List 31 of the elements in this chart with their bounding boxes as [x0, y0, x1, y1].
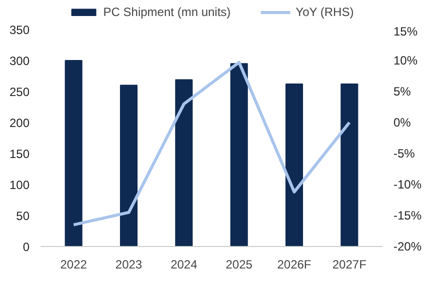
x-tick-label: 2025 [226, 258, 253, 272]
y2-tick-label: -15% [394, 208, 422, 222]
y2-tick-label: 15% [394, 24, 418, 38]
y2-tick-label: 5% [394, 84, 412, 98]
legend-label: PC Shipment (mn units) [103, 5, 231, 19]
y-tick-label: 50 [16, 209, 30, 223]
y-tick-label: 300 [9, 54, 30, 68]
y2-tick-label: -5% [394, 146, 416, 160]
x-tick-label: 2027F [332, 258, 366, 272]
y2-tick-label: -20% [394, 240, 422, 254]
bar [120, 84, 138, 246]
y2-tick-label: 0% [394, 116, 412, 130]
y-tick-label: 200 [9, 116, 30, 130]
y2-tick-label: -10% [394, 178, 422, 192]
x-tick-label: 2022 [60, 258, 88, 272]
bar [230, 63, 248, 246]
y-tick-label: 350 [9, 23, 30, 37]
x-tick-label: 2026F [277, 258, 312, 272]
line-series [72, 60, 351, 226]
y-tick-label: 250 [9, 85, 30, 99]
bar [285, 84, 304, 246]
x-tick-label: 2024 [170, 258, 198, 272]
x-tick-label: 2023 [115, 258, 142, 272]
bar [340, 84, 358, 246]
legend-label: YoY (RHS) [296, 5, 354, 19]
y2-tick-label: 10% [394, 54, 418, 68]
y-tick-label: 100 [9, 178, 30, 192]
y-tick-label: 0 [22, 240, 30, 254]
y-tick-label: 150 [9, 147, 30, 161]
bar [175, 79, 193, 246]
bar [64, 60, 82, 246]
